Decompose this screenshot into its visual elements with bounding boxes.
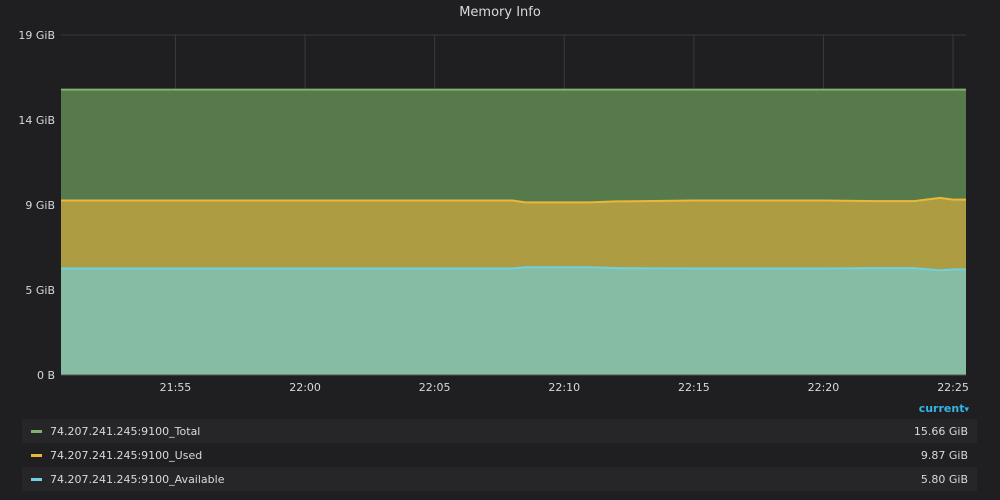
x-tick-label: 21:55 — [160, 381, 192, 394]
series-lines — [61, 88, 966, 272]
legend-item-used[interactable]: 74.207.241.245:9100_Used 9.87 GiB — [22, 443, 977, 467]
legend-current-label: current — [918, 402, 965, 415]
x-tick-label: 22:10 — [548, 381, 580, 394]
legend-item-value: 9.87 GiB — [920, 448, 968, 462]
series-color-swatch[interactable] — [31, 477, 42, 481]
legend-item-label: 74.207.241.245:9100_Available — [50, 472, 225, 486]
panel-title[interactable]: Memory Info — [459, 5, 541, 20]
legend: 74.207.241.245:9100_Total 15.66 GiB 74.2… — [22, 419, 977, 491]
series-area-2 — [61, 267, 966, 375]
memory-chart: 0 B 5 GiB 9 GiB 14 GiB 19 GiB 21:55 22:00 22:05… — [18, 29, 969, 394]
series-color-swatch[interactable] — [31, 429, 42, 433]
y-tick-label: 14 GiB — [18, 114, 55, 127]
x-tick-label: 22:25 — [937, 381, 969, 394]
series-color-swatch[interactable] — [31, 453, 42, 457]
y-tick-label: 5 GiB — [25, 284, 55, 297]
series-areas — [61, 89, 966, 375]
legend-item-available[interactable]: 74.207.241.245:9100_Available 5.80 GiB — [22, 467, 977, 491]
legend-current-sort[interactable]: current▾ — [919, 402, 969, 415]
legend-item-label: 74.207.241.245:9100_Total — [50, 424, 201, 438]
x-tick-label: 22:00 — [289, 381, 321, 394]
legend-item-total[interactable]: 74.207.241.245:9100_Total 15.66 GiB — [22, 419, 977, 443]
caret-down-icon: ▾ — [964, 405, 969, 415]
legend-item-value: 15.66 GiB — [913, 424, 968, 438]
y-tick-label: 19 GiB — [18, 29, 55, 42]
legend-item-label: 74.207.241.245:9100_Used — [50, 448, 203, 462]
x-tick-label: 22:15 — [678, 381, 710, 394]
legend-item-value: 5.80 GiB — [920, 472, 968, 486]
y-tick-label: 9 GiB — [25, 199, 55, 212]
y-tick-label: 0 B — [37, 369, 55, 382]
series-line-2 — [61, 266, 966, 272]
x-tick-label: 22:20 — [808, 381, 840, 394]
x-tick-label: 22:05 — [419, 381, 451, 394]
axes: 0 B 5 GiB 9 GiB 14 GiB 19 GiB 21:55 22:00 22:05… — [18, 29, 969, 394]
series-line-1 — [61, 196, 966, 204]
